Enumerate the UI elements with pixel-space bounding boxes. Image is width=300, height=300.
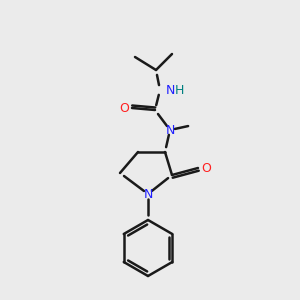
Text: H: H xyxy=(174,83,184,97)
Text: N: N xyxy=(143,188,153,200)
Text: O: O xyxy=(201,161,211,175)
Text: N: N xyxy=(165,124,175,136)
Text: N: N xyxy=(165,83,175,97)
Text: O: O xyxy=(119,101,129,115)
